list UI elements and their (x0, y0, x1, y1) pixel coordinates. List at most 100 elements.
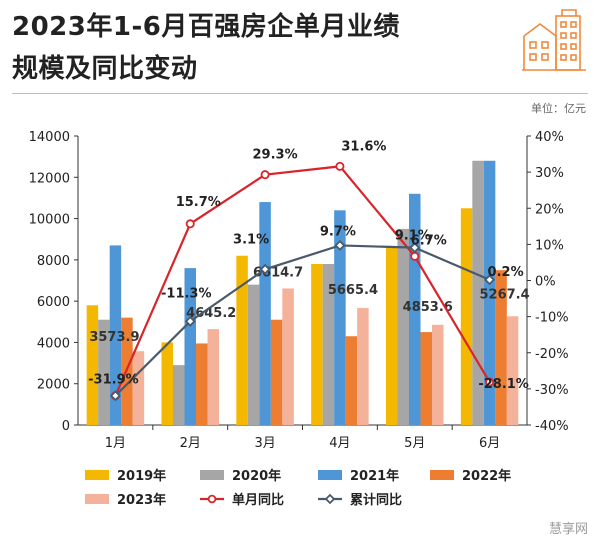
title-divider (12, 93, 588, 94)
cumulative-yoy-label: 0.2% (488, 265, 524, 280)
cumulative-yoy-point (484, 274, 496, 286)
cumulative-yoy-point (184, 315, 196, 327)
y-right-tick-label: 20% (535, 202, 564, 217)
bar-value-label: 4853.6 (403, 300, 453, 315)
y-left-tick-label: 0 (62, 419, 70, 434)
bar (397, 228, 409, 425)
monthly-yoy-point (185, 219, 195, 229)
bar (173, 365, 185, 425)
y-left-tick-label: 8000 (37, 254, 70, 269)
y-right-tick-label: -20% (535, 347, 569, 362)
cumulative-yoy-point (109, 390, 121, 402)
legend-label: 2021年 (350, 468, 399, 484)
bar (132, 351, 145, 425)
monthly-yoy-point (260, 170, 270, 180)
bar-value-label: 5665.4 (328, 283, 378, 298)
y-right-tick-label: 30% (535, 166, 564, 181)
bar (432, 324, 444, 425)
monthly-yoy-point (335, 161, 345, 171)
y-right-tick-label: -10% (535, 311, 569, 326)
x-tick-label: 5月 (404, 436, 425, 451)
y-right-tick-label: 40% (535, 130, 564, 145)
bar (483, 160, 496, 425)
y-left-tick-label: 6000 (37, 295, 70, 310)
bar (506, 316, 519, 425)
monthly-yoy-label: 6.7% (411, 233, 447, 248)
y-right-tick-label: 0% (535, 275, 556, 290)
bar (311, 263, 323, 425)
cumulative-yoy-point (409, 242, 421, 254)
bar (184, 268, 196, 425)
x-tick-label: 2月 (180, 436, 201, 451)
y-right-tick-label: -30% (535, 383, 569, 398)
legend-marker (207, 494, 217, 504)
bar (109, 245, 122, 425)
x-tick-label: 1月 (105, 436, 126, 451)
bar (86, 305, 99, 425)
bar (345, 336, 358, 425)
cumulative-yoy-point (259, 263, 271, 275)
cumulative-yoy-line (114, 244, 491, 397)
unit-label: 单位：亿元 (531, 102, 586, 115)
y-right-tick-label: -40% (535, 419, 569, 434)
bar (322, 263, 335, 425)
monthly-yoy-label: 29.3% (253, 148, 298, 163)
legend-swatch (430, 470, 454, 480)
bar (259, 202, 271, 425)
bar (386, 247, 398, 425)
bar (98, 319, 110, 425)
cumulative-yoy-label: 9.7% (320, 224, 356, 239)
legend-label: 2019年 (117, 468, 166, 484)
building-icon (522, 9, 586, 71)
monthly-yoy-point (410, 251, 420, 261)
legend-label: 2023年 (117, 492, 166, 508)
cumulative-yoy-point (334, 239, 346, 251)
x-tick-label: 6月 (479, 436, 500, 451)
monthly-yoy-label: -31.9% (88, 373, 139, 388)
bar (460, 208, 473, 425)
bar (247, 284, 260, 425)
bar (196, 343, 208, 425)
monthly-yoy-line (114, 165, 491, 397)
bar (161, 342, 173, 425)
bar (357, 308, 369, 425)
bar (207, 329, 219, 425)
legend-swatch (318, 470, 342, 480)
bar (420, 332, 432, 425)
bar-value-label: 3573.9 (89, 330, 139, 345)
bar-value-label: 5267.4 (479, 287, 529, 302)
legend-marker (324, 493, 336, 505)
bar-value-label: 4645.2 (186, 306, 236, 321)
legend-swatch (85, 470, 109, 480)
y-left-tick-label: 2000 (37, 378, 70, 393)
legend-swatch (85, 494, 109, 504)
y-left-tick-label: 10000 (29, 213, 70, 228)
legend-label: 单月同比 (232, 492, 284, 508)
bar (270, 319, 283, 425)
bar (495, 270, 507, 425)
cumulative-yoy-label: 9.1% (395, 229, 431, 244)
monthly-yoy-point (485, 377, 495, 387)
bar (334, 210, 346, 425)
y-left-tick-label: 4000 (37, 336, 70, 351)
cumulative-yoy-label: -11.3% (161, 286, 212, 301)
monthly-yoy-label: -28.1% (478, 377, 529, 392)
bar (472, 160, 484, 425)
monthly-yoy-label: 31.6% (341, 139, 386, 154)
chart-title-line2: 规模及同比变动 (12, 54, 198, 84)
legend-label: 累计同比 (350, 492, 402, 508)
x-tick-label: 3月 (254, 436, 275, 451)
y-left-tick-label: 12000 (29, 171, 70, 186)
bar (409, 193, 421, 425)
bar (282, 288, 294, 425)
cumulative-yoy-label: 3.1% (233, 232, 269, 247)
chart-title-line1: 2023年1-6月百强房企单月业绩 (12, 12, 400, 42)
legend-label: 2020年 (232, 468, 281, 484)
y-right-tick-label: 10% (535, 238, 564, 253)
monthly-yoy-label: 15.7% (176, 195, 221, 210)
y-left-tick-label: 14000 (29, 130, 70, 145)
x-tick-label: 4月 (329, 436, 350, 451)
watermark: 慧享网 (548, 522, 588, 537)
legend-swatch (200, 470, 224, 480)
